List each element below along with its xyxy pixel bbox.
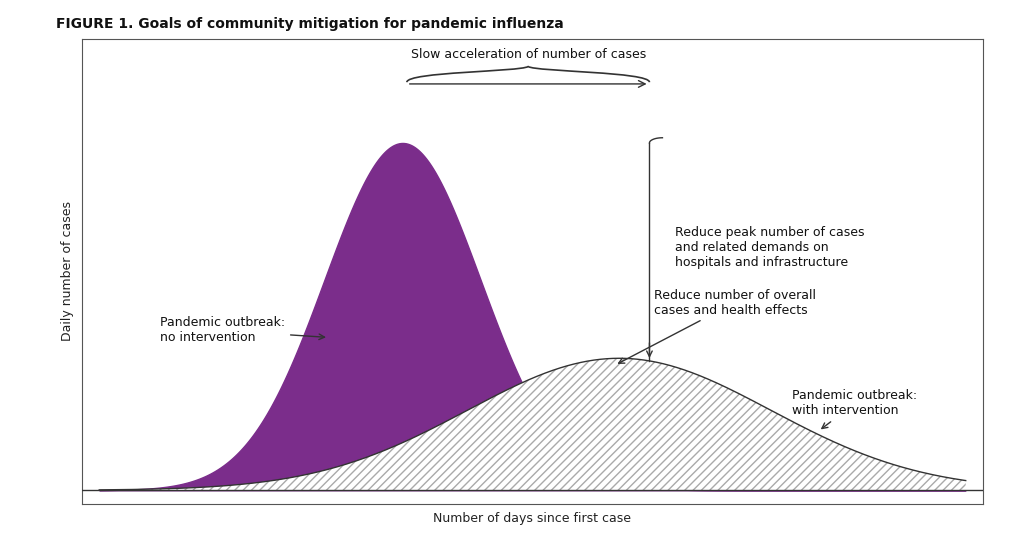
Text: FIGURE 1. Goals of community mitigation for pandemic influenza: FIGURE 1. Goals of community mitigation … (56, 17, 564, 30)
Text: Slow acceleration of number of cases: Slow acceleration of number of cases (411, 48, 646, 61)
Text: Reduce peak number of cases
and related demands on
hospitals and infrastructure: Reduce peak number of cases and related … (676, 225, 865, 269)
Text: Reduce number of overall
cases and health effects: Reduce number of overall cases and healt… (618, 289, 816, 363)
X-axis label: Number of days since first case: Number of days since first case (433, 512, 632, 526)
Y-axis label: Daily number of cases: Daily number of cases (60, 202, 74, 341)
Text: Pandemic outbreak:
no intervention: Pandemic outbreak: no intervention (160, 316, 325, 345)
Text: Pandemic outbreak:
with intervention: Pandemic outbreak: with intervention (793, 389, 918, 428)
